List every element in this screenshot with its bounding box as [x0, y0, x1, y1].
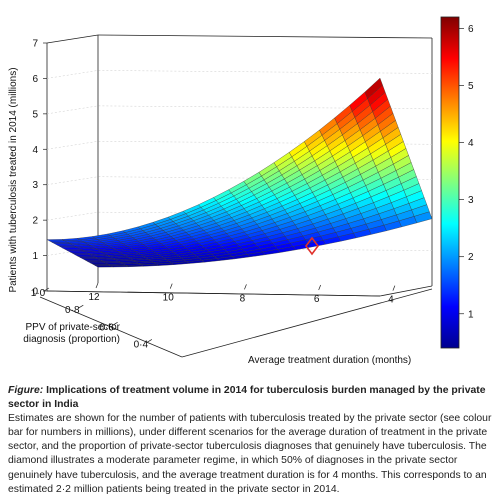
colorbar-ticks: 1 2 3 4 5 6	[459, 24, 474, 320]
surface-cell	[95, 265, 114, 268]
surface-mesh	[46, 77, 433, 268]
y-tick-label: 0·6	[99, 322, 114, 333]
caption-title: Implications of treatment volume in 2014…	[8, 385, 486, 411]
colorbar-tick-label: 3	[468, 195, 474, 206]
caption-body: Estimates are shown for the number of pa…	[8, 413, 492, 495]
x-axis-label: Average treatment duration (months)	[248, 355, 411, 366]
x-tick-label: 10	[163, 293, 175, 304]
y-axis-label-line1: PPV of private-sector	[26, 322, 121, 333]
figure-caption: Figure: Implications of treatment volume…	[8, 384, 492, 497]
z-tick-label: 6	[32, 74, 38, 85]
z-tick-label: 0	[32, 287, 38, 298]
x-tick-label: 6	[314, 294, 320, 305]
surface-cell	[90, 262, 109, 265]
colorbar-tick-label: 2	[468, 252, 474, 263]
z-axis-label: Patients with tuberculosis treated in 20…	[8, 67, 19, 292]
surface-cell	[82, 258, 101, 261]
colorbar	[440, 16, 460, 349]
colorbar-tick-label: 1	[468, 309, 474, 320]
z-tick-label: 2	[32, 216, 38, 227]
colorbar-tick-label: 4	[468, 138, 474, 149]
surface-cell	[46, 239, 66, 242]
y-axis-ticks: 1·00·80·60·4	[31, 287, 433, 358]
z-tick-label: 3	[32, 180, 38, 191]
x-axis-ticks: 1210864	[88, 282, 396, 306]
wall-gridlines	[46, 70, 433, 256]
surface-cell	[364, 77, 383, 99]
y-axis-label-line2: diagnosis (proportion)	[23, 334, 120, 345]
z-tick-label: 4	[32, 145, 38, 156]
z-tick-label: 1	[32, 251, 38, 262]
z-tick-label: 5	[32, 109, 38, 120]
y-tick-label: 1·0	[31, 288, 46, 299]
x-tick-label: 12	[88, 292, 100, 303]
caption-label: Figure:	[8, 385, 44, 396]
axes-front-edges	[46, 290, 381, 297]
colorbar-tick-label: 5	[468, 81, 474, 92]
highlight-diamond	[305, 236, 319, 256]
colorbar-tick-label: 6	[468, 24, 474, 35]
z-tick-label: 7	[32, 39, 38, 50]
surface-cell	[92, 264, 112, 266]
diamond-marker	[305, 236, 319, 256]
x-tick-label: 8	[240, 293, 246, 304]
y-tick-label: 0·4	[134, 339, 149, 350]
z-axis-ticks: 0 1 2 3 4 5 6 7	[32, 39, 47, 298]
